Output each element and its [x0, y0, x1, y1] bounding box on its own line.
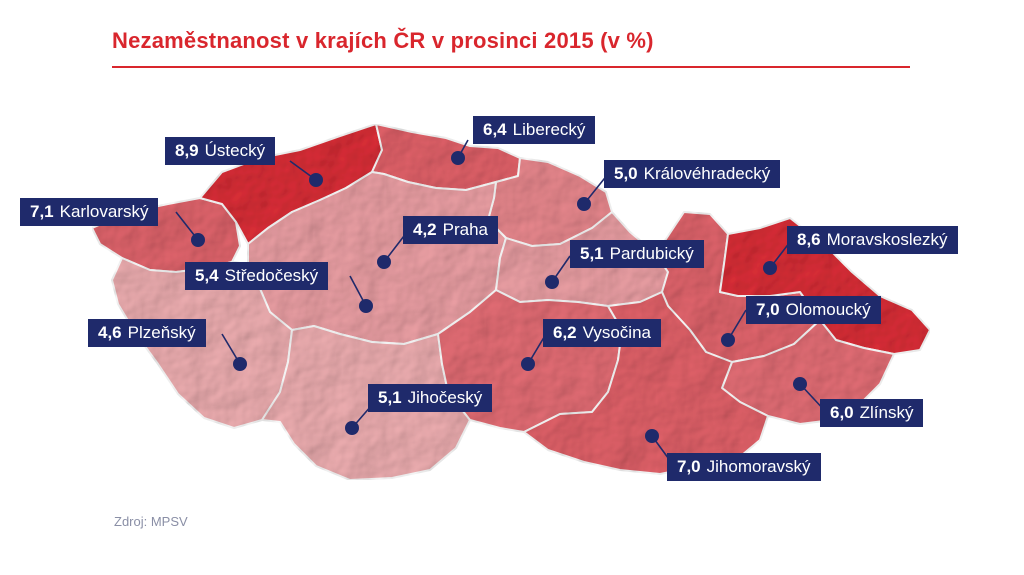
label-moravskoslezsky: 8,6 Moravskoslezký [787, 226, 958, 254]
name-stredocesky: Středočeský [224, 266, 319, 285]
label-kralovehradecky: 5,0 Královéhradecký [604, 160, 781, 188]
label-olomoucky: 7,0 Olomoucký [746, 296, 881, 324]
value-pardubicky: 5,1 [580, 244, 604, 263]
value-kralovehradecky: 5,0 [614, 164, 638, 183]
value-moravskoslezsky: 8,6 [797, 230, 821, 249]
label-vysocina: 6,2 Vysočina [543, 319, 661, 347]
marker-olomoucky [721, 333, 735, 347]
marker-jihocesky [345, 421, 359, 435]
name-plzensky: Plzeňský [127, 323, 196, 342]
name-jihomoravsky: Jihomoravský [706, 457, 811, 476]
marker-liberecky [451, 151, 465, 165]
value-stredocesky: 5,4 [195, 266, 219, 285]
name-ustecky: Ústecký [204, 141, 266, 160]
source-note: Zdroj: MPSV [114, 514, 188, 529]
marker-pardubicky [545, 275, 559, 289]
value-liberecky: 6,4 [483, 120, 507, 139]
label-zlinsky: 6,0 Zlínský [820, 399, 924, 427]
label-praha: 4,2 Praha [403, 216, 499, 244]
marker-kralovehradecky [577, 197, 591, 211]
value-jihomoravsky: 7,0 [677, 457, 701, 476]
value-ustecky: 8,9 [175, 141, 199, 160]
name-karlovarsky: Karlovarský [59, 202, 149, 221]
value-karlovarsky: 7,1 [30, 202, 54, 221]
value-zlinsky: 6,0 [830, 403, 854, 422]
marker-karlovarsky [191, 233, 205, 247]
region-markers [191, 151, 807, 443]
name-moravskoslezsky: Moravskoslezký [826, 230, 948, 249]
label-plzensky: 4,6 Plzeňský [88, 319, 206, 347]
marker-plzensky [233, 357, 247, 371]
name-zlinsky: Zlínský [859, 403, 914, 422]
name-olomoucky: Olomoucký [785, 300, 871, 319]
marker-praha [377, 255, 391, 269]
name-liberecky: Liberecký [512, 120, 586, 139]
name-vysocina: Vysočina [582, 323, 651, 342]
label-karlovarsky: 7,1 Karlovarský [20, 198, 159, 226]
marker-jihomoravsky [645, 429, 659, 443]
value-plzensky: 4,6 [98, 323, 122, 342]
marker-zlinsky [793, 377, 807, 391]
value-praha: 4,2 [413, 220, 437, 239]
value-olomoucky: 7,0 [756, 300, 780, 319]
label-ustecky: 8,9 Ústecký [165, 137, 276, 165]
label-liberecky: 6,4 Liberecký [473, 116, 596, 144]
label-pardubicky: 5,1 Pardubický [570, 240, 704, 268]
label-jihocesky: 5,1 Jihočeský [368, 384, 493, 412]
page-title: Nezaměstnanost v krajích ČR v prosinci 2… [112, 28, 654, 53]
value-vysocina: 6,2 [553, 323, 577, 342]
label-stredocesky: 5,4 Středočeský [185, 262, 329, 290]
marker-moravskoslezsky [763, 261, 777, 275]
name-jihocesky: Jihočeský [407, 388, 483, 407]
marker-stredocesky [359, 299, 373, 313]
label-jihomoravsky: 7,0 Jihomoravský [667, 453, 821, 481]
marker-ustecky [309, 173, 323, 187]
region-jihocesky [261, 325, 471, 481]
title-underline [112, 66, 910, 68]
name-kralovehradecky: Královéhradecký [643, 164, 771, 183]
name-pardubicky: Pardubický [609, 244, 694, 263]
name-praha: Praha [442, 220, 489, 239]
marker-vysocina [521, 357, 535, 371]
value-jihocesky: 5,1 [378, 388, 402, 407]
